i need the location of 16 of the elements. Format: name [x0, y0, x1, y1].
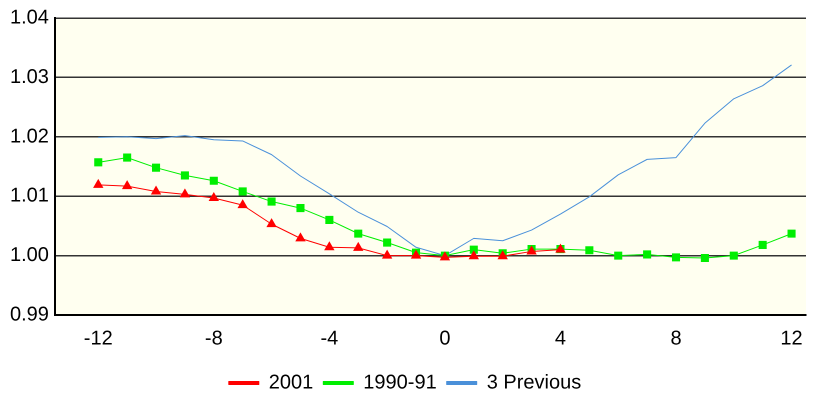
x-tick-label: 12	[780, 328, 803, 350]
x-tick-label: -4	[320, 328, 338, 350]
legend-label: 2001	[268, 372, 314, 394]
y-tick-label: 0.99	[10, 304, 49, 326]
x-tick-label: 4	[554, 328, 566, 350]
x-tick-label: -8	[204, 328, 223, 350]
legend-label: 3 Previous	[486, 372, 582, 394]
y-tick-label: 1.01	[10, 184, 49, 207]
x-tick-label: 0	[439, 328, 450, 350]
x-tick-label: 8	[670, 328, 682, 350]
y-tick-label: 1.00	[10, 244, 49, 266]
y-tick-label: 1.04	[10, 6, 49, 29]
y-tick-label: 1.03	[10, 66, 49, 88]
y-tick-label: 1.02	[10, 125, 49, 148]
legend-label: 1990-91	[363, 372, 437, 394]
x-tick-label: -12	[84, 328, 113, 350]
